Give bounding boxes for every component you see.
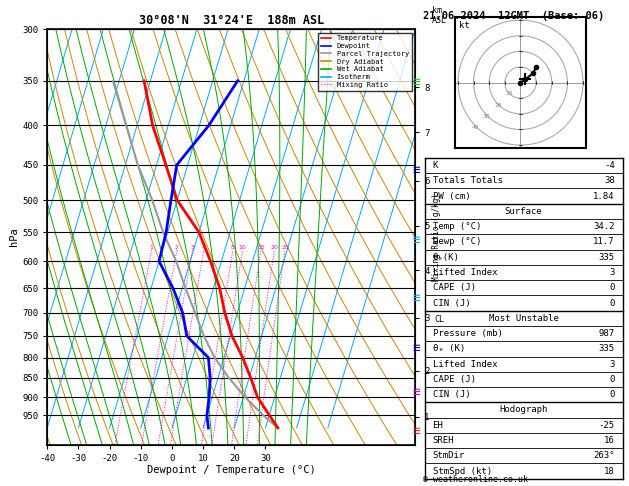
Text: 10: 10 [506,91,513,96]
Text: 263°: 263° [593,451,615,460]
Text: θₑ (K): θₑ (K) [433,345,465,353]
Text: SREH: SREH [433,436,454,445]
Text: ≡: ≡ [413,234,420,247]
Text: Surface: Surface [505,207,542,216]
Text: StmSpd (kt): StmSpd (kt) [433,467,492,476]
Text: Totals Totals: Totals Totals [433,176,503,185]
Title: 30°08'N  31°24'E  188m ASL: 30°08'N 31°24'E 188m ASL [138,14,324,27]
Text: 0: 0 [610,390,615,399]
Text: 3: 3 [610,268,615,277]
Text: 987: 987 [599,329,615,338]
Text: 1.84: 1.84 [593,191,615,201]
Text: 0: 0 [610,375,615,384]
Text: kt: kt [459,21,470,30]
Text: Temp (°C): Temp (°C) [433,222,481,231]
Text: θₑ(K): θₑ(K) [433,253,459,262]
Y-axis label: Mixing Ratio (g/kg): Mixing Ratio (g/kg) [432,193,442,281]
Text: 18: 18 [604,467,615,476]
Text: CIN (J): CIN (J) [433,298,470,308]
Text: ≡: ≡ [413,342,420,355]
Text: ≡: ≡ [413,293,420,305]
Text: Dewp (°C): Dewp (°C) [433,238,481,246]
Text: 20: 20 [270,245,279,250]
Text: ≡: ≡ [413,386,420,399]
Text: 38: 38 [604,176,615,185]
Text: 0: 0 [610,298,615,308]
Text: 335: 335 [599,253,615,262]
Text: 335: 335 [599,345,615,353]
Text: CIN (J): CIN (J) [433,390,470,399]
Text: 10: 10 [239,245,247,250]
Text: Hodograph: Hodograph [499,405,548,415]
Text: 34.2: 34.2 [593,222,615,231]
Text: 20: 20 [494,103,502,107]
Text: K: K [433,161,438,170]
Legend: Temperature, Dewpoint, Parcel Trajectory, Dry Adiabat, Wet Adiabat, Isotherm, Mi: Temperature, Dewpoint, Parcel Trajectory… [318,33,411,90]
Text: Lifted Index: Lifted Index [433,268,497,277]
Text: Lifted Index: Lifted Index [433,360,497,369]
Text: Most Unstable: Most Unstable [489,314,559,323]
X-axis label: Dewpoint / Temperature (°C): Dewpoint / Temperature (°C) [147,466,316,475]
Text: CAPE (J): CAPE (J) [433,375,476,384]
Text: 16: 16 [604,436,615,445]
Text: 11.7: 11.7 [593,238,615,246]
Text: 21.06.2024  12GMT  (Base: 06): 21.06.2024 12GMT (Base: 06) [423,11,604,21]
Text: StmDir: StmDir [433,451,465,460]
Text: 3: 3 [610,360,615,369]
Text: 25: 25 [281,245,289,250]
Text: 2: 2 [175,245,179,250]
Text: EH: EH [433,421,443,430]
Text: Pressure (mb): Pressure (mb) [433,329,503,338]
Text: 8: 8 [231,245,235,250]
Text: -25: -25 [599,421,615,430]
Text: -4: -4 [604,161,615,170]
Text: ≡: ≡ [413,425,420,438]
Text: 3: 3 [191,245,194,250]
Y-axis label: hPa: hPa [9,227,19,246]
Text: 15: 15 [257,245,265,250]
Text: CL: CL [434,314,444,324]
Text: 40: 40 [472,125,479,130]
Text: ≡: ≡ [413,164,420,177]
Text: CAPE (J): CAPE (J) [433,283,476,292]
Text: PW (cm): PW (cm) [433,191,470,201]
Text: 1: 1 [150,245,153,250]
Text: © weatheronline.co.uk: © weatheronline.co.uk [423,474,528,484]
Text: ≡: ≡ [413,76,420,89]
Text: 0: 0 [610,283,615,292]
Text: km
ASL: km ASL [431,6,447,25]
Text: 4: 4 [202,245,206,250]
Text: 30: 30 [483,114,491,119]
